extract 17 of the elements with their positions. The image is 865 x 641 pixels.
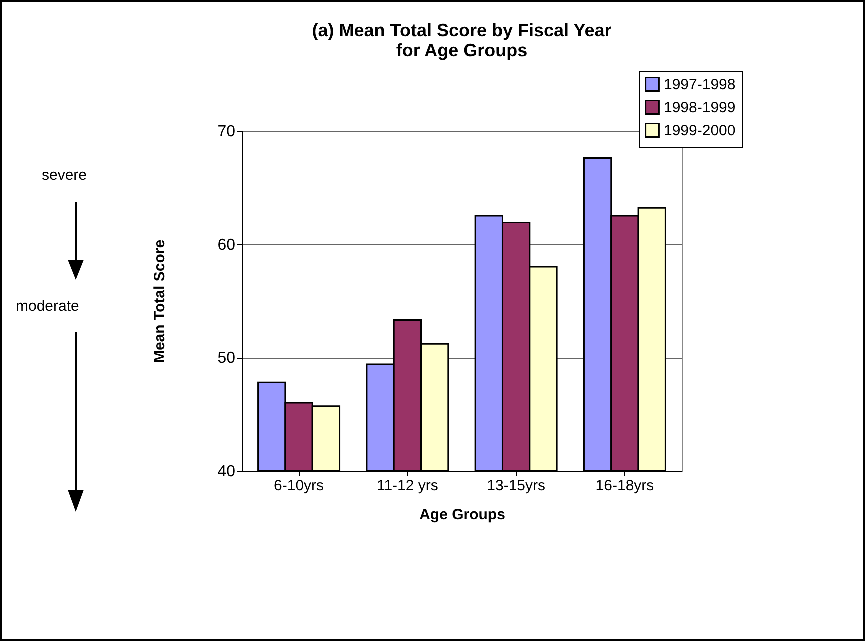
text: for Age Groups	[396, 40, 528, 60]
legend-label: 1998-1999	[664, 100, 736, 116]
x-tick-label: 6-10yrs	[274, 478, 324, 494]
y-axis-title: Mean Total Score	[152, 240, 169, 364]
x-tick-label: 11-12 yrs	[376, 478, 438, 494]
legend-label: 1999-2000	[664, 122, 736, 140]
legend-label: 1997-1998	[664, 76, 736, 94]
x-axis-title: Age Groups	[420, 506, 506, 524]
text: moderate	[16, 298, 80, 315]
y-tick-label: 50	[218, 350, 236, 368]
y-tick-label: 70	[218, 124, 236, 140]
x-tick-label: 16-18yrs	[596, 478, 654, 494]
x-tick-label: 13-15yrs	[487, 478, 546, 494]
y-tick-label: 60	[218, 236, 236, 254]
text: (a) Mean Total Score by Fiscal Year	[312, 20, 612, 40]
text: severe	[42, 167, 88, 184]
y-tick-label: 40	[218, 464, 236, 480]
